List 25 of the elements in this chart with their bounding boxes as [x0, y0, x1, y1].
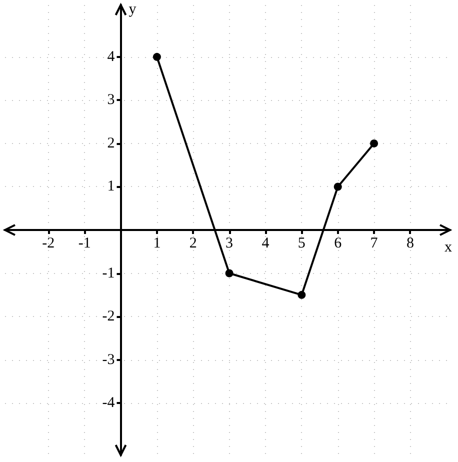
y-tick-label: -4 [102, 395, 116, 412]
y-tick-label: 2 [107, 135, 115, 152]
x-tick-label: 7 [370, 236, 378, 252]
x-tick-label: 6 [334, 236, 342, 252]
point [225, 269, 234, 278]
x-tick-label: -2 [42, 236, 55, 252]
y-axis-title: y [128, 2, 137, 18]
x-tick-label: 8 [406, 236, 414, 252]
y-tick-label: 4 [107, 48, 116, 65]
point [334, 182, 342, 191]
y-tick-label: 3 [107, 92, 115, 108]
x-tick-label: 4 [262, 236, 270, 252]
y-tick-label: 1 [107, 178, 115, 195]
x-axis-title: x [444, 240, 452, 256]
point [370, 139, 378, 148]
x-tick-label: 1 [153, 236, 161, 252]
x-tick-label: 5 [298, 236, 306, 252]
y-tick-label: -2 [102, 308, 115, 325]
x-tick-label: -1 [78, 236, 91, 252]
x-tick-label: 3 [226, 236, 234, 252]
x-tick-label: 2 [189, 236, 197, 252]
y-tick-label: -3 [102, 352, 115, 368]
point [152, 52, 161, 61]
y-tick-label: -1 [102, 265, 115, 282]
point [298, 290, 306, 299]
